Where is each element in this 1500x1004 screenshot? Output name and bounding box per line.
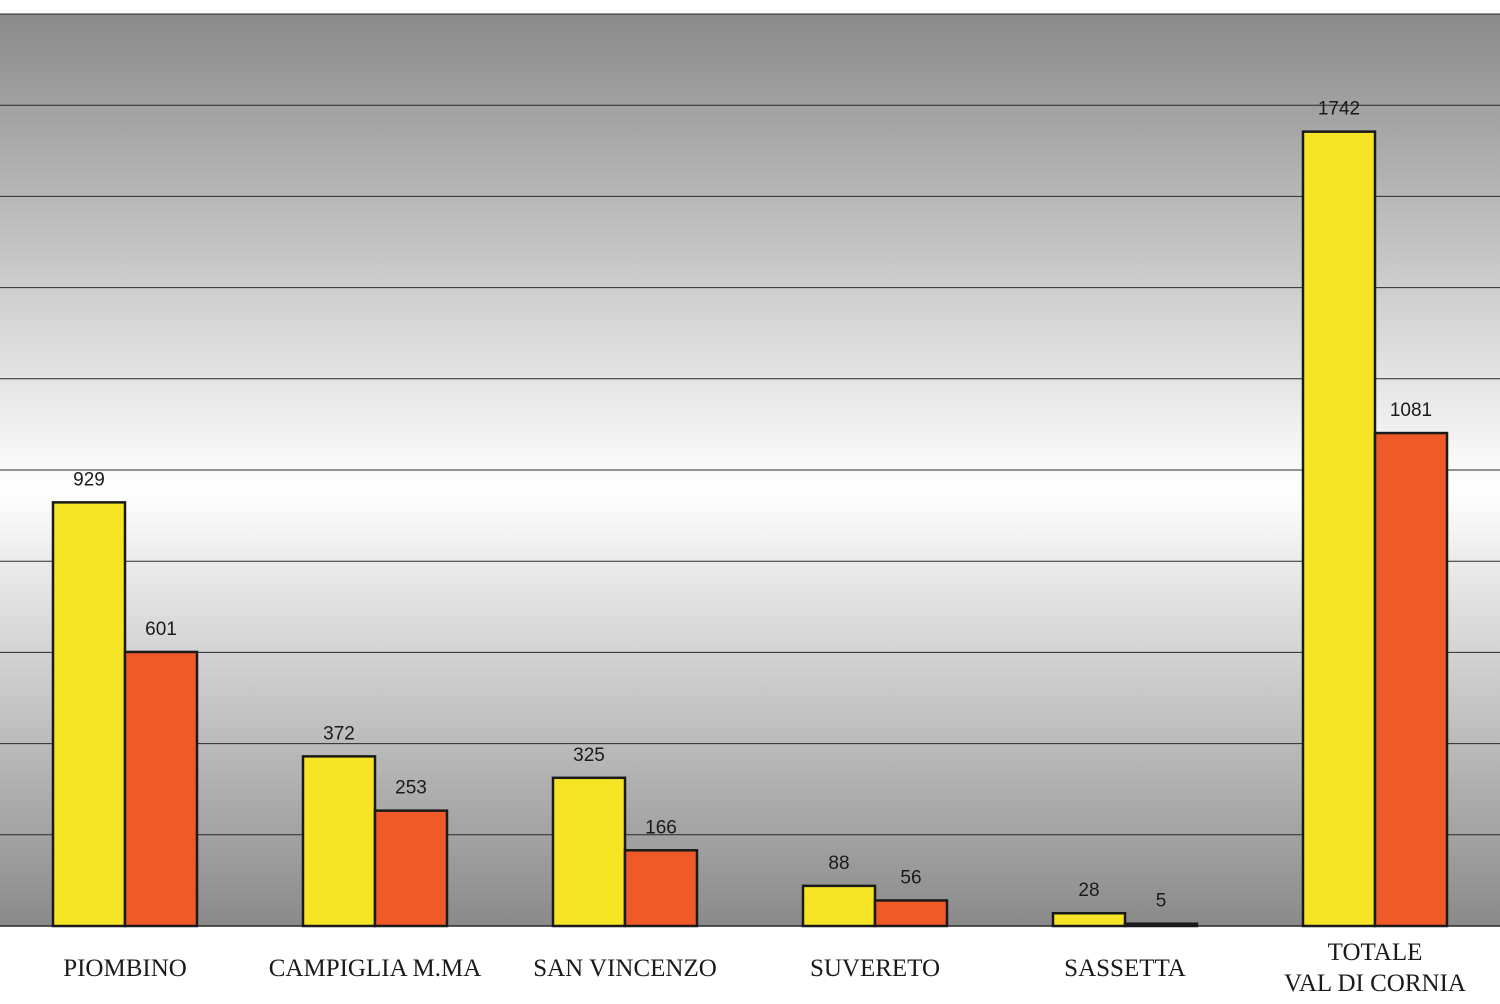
data-label: 56 [900,867,921,888]
data-label: 1742 [1318,99,1360,120]
data-label: 88 [828,853,849,874]
category-labels: PIOMBINO CAMPIGLIA M.MA SAN VINCENZO SUVERE… [63,939,1466,997]
bar-series-2 [873,899,949,928]
data-label: 601 [145,619,177,640]
bars [51,130,1449,928]
bar-series-2 [1123,922,1199,928]
gridlines [0,13,1500,927]
x-tick-label: SUVERETO [810,955,940,982]
bar-series-2 [1373,431,1449,928]
data-label: 28 [1078,880,1099,901]
bar-series-2 [123,650,199,928]
bar-series-1 [551,776,627,928]
bar-series-1 [1301,130,1377,928]
x-tick-label: SASSETTA [1064,955,1186,982]
data-label: 166 [645,817,677,838]
bar-series-2 [623,849,699,928]
data-label: 1081 [1390,400,1432,421]
x-tick-label: SAN VINCENZO [533,955,717,982]
data-label: 929 [73,469,105,490]
value-labels: 929 601 372 253 325 166 88 56 28 5 1742 1081 [73,99,1432,912]
bar-series-1 [51,501,127,928]
x-tick-label: PIOMBINO [63,955,187,982]
bar-series-1 [1051,911,1127,928]
x-tick-label: VAL DI CORNIA [1284,970,1466,997]
bar-series-1 [801,884,877,928]
x-tick-label: CAMPIGLIA M.MA [269,955,482,982]
data-label: 372 [323,723,355,744]
bar-series-2 [373,809,449,928]
data-label: 253 [395,778,427,799]
data-label: 5 [1156,891,1167,912]
data-label: 325 [573,745,605,766]
x-tick-label: TOTALE [1328,939,1423,966]
bar-series-1 [301,755,377,928]
